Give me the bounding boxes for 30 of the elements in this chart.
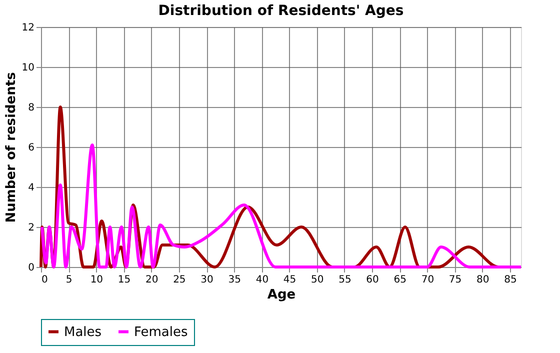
chart-title: Distribution of Residents' Ages <box>158 3 404 19</box>
x-tick-label: 20 <box>145 274 158 286</box>
y-tick-label: 2 <box>28 222 34 234</box>
x-axis-title: Age <box>267 288 296 302</box>
x-tick-label: 40 <box>256 274 269 286</box>
x-tick-label: 80 <box>476 274 490 286</box>
y-tick-label: 4 <box>28 182 34 194</box>
x-tick-label: 75 <box>448 274 462 286</box>
x-tick-label: 10 <box>90 274 104 286</box>
x-tick-label: 65 <box>394 274 406 286</box>
y-axis-title: Number of residents <box>4 72 19 223</box>
y-tick-label: 0 <box>28 262 34 274</box>
x-tick-label: 50 <box>310 274 324 286</box>
x-tick-label: 70 <box>421 274 434 286</box>
x-tick-label: 30 <box>200 274 214 286</box>
x-tick-label: 35 <box>228 274 241 286</box>
legend-label: Females <box>134 324 188 340</box>
y-tick-label: 12 <box>22 22 34 34</box>
x-tick-label: 5 <box>66 274 72 286</box>
x-tick-label: 15 <box>118 274 131 286</box>
x-tick-label: 55 <box>338 274 352 286</box>
legend-label: Males <box>64 324 102 340</box>
x-tick-label: 25 <box>173 274 186 286</box>
x-tick-label: 0 <box>42 274 48 286</box>
x-tick-label: 45 <box>283 274 296 286</box>
y-tick-label: 8 <box>28 102 34 114</box>
x-tick-label: 85 <box>504 274 517 286</box>
x-tick-label: 60 <box>366 274 379 286</box>
y-tick-label: 6 <box>28 142 34 154</box>
y-tick-label: 10 <box>22 62 34 74</box>
